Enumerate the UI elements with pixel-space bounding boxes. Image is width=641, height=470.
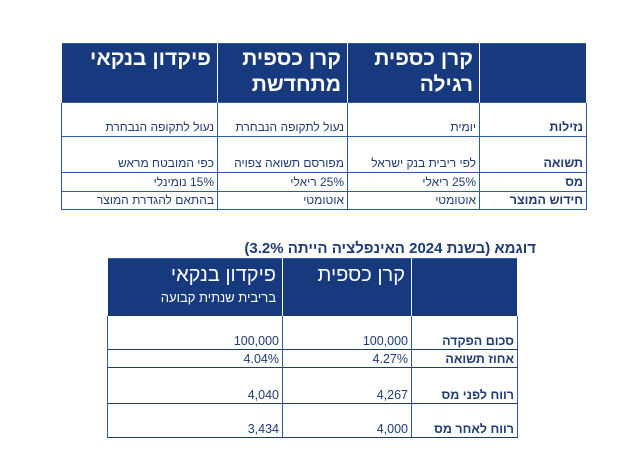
header-empty — [411, 258, 518, 316]
money-fund-value: 4,000 — [282, 403, 412, 438]
cell: 25% ריאלי — [347, 172, 480, 192]
row-label: חידוש המוצר — [479, 191, 587, 210]
cell: יומית — [347, 102, 480, 137]
comparison-table: קרן כספית רגילה קרן כספית מתחדשת פיקדון … — [61, 43, 587, 210]
table-row-return: תשואה לפי ריבית בנק ישראל מפורסם תשואה צ… — [61, 136, 587, 173]
row-label: רווח לפני מס — [411, 367, 518, 404]
cell: נעול לתקופה הנבחרת — [217, 102, 348, 137]
table-row-tax: מס 25% ריאלי 25% ריאלי 15% נומינלי — [61, 172, 587, 192]
example-title: דוגמא (בשנת 2024 האינפלציה הייתה 3.2%) — [244, 240, 536, 257]
header-money-fund: קרן כספית — [282, 258, 412, 316]
table-row-renewal: חידוש המוצר אוטומטי אוטומטי בהתאם להגדרת… — [61, 191, 587, 210]
bank-deposit-value: 100,000 — [107, 315, 283, 350]
table-row-deposit-amount: סכום הפקדה 100,000 100,000 — [107, 315, 518, 350]
row-label: סכום הפקדה — [411, 315, 518, 350]
header-regular-money-fund: קרן כספית רגילה — [347, 43, 480, 103]
header-empty — [479, 43, 587, 103]
cell: בהתאם להגדרת המוצר — [61, 191, 218, 210]
header-bank-deposit: פיקדון בנקאי בריבית שנתית קבועה — [107, 258, 283, 316]
example-table-header: קרן כספית פיקדון בנקאי בריבית שנתית קבוע… — [107, 258, 518, 316]
header-bank-deposit-title: פיקדון בנקאי — [170, 264, 276, 286]
row-label: אחוז תשואה — [411, 349, 518, 368]
cell: מפורסם תשואה צפויה — [217, 136, 348, 173]
header-renewing-money-fund: קרן כספית מתחדשת — [217, 43, 348, 103]
row-label: רווח לאחר מס — [411, 403, 518, 438]
cell: אוטומטי — [217, 191, 348, 210]
example-table: קרן כספית פיקדון בנקאי בריבית שנתית קבוע… — [107, 258, 518, 438]
table-row-return-percent: אחוז תשואה 4.27% 4.04% — [107, 349, 518, 368]
cell: נעול לתקופה הנבחרת — [61, 102, 218, 137]
header-bank-deposit: פיקדון בנקאי — [61, 43, 218, 103]
money-fund-value: 100,000 — [282, 315, 412, 350]
cell: 25% ריאלי — [217, 172, 348, 192]
bank-deposit-value: 3,434 — [107, 403, 283, 438]
table-row-profit-before-tax: רווח לפני מס 4,267 4,040 — [107, 367, 518, 404]
comparison-table-header: קרן כספית רגילה קרן כספית מתחדשת פיקדון … — [61, 43, 587, 103]
money-fund-value: 4,267 — [282, 367, 412, 404]
header-bank-deposit-subtitle: בריבית שנתית קבועה — [160, 290, 276, 305]
money-fund-value: 4.27% — [282, 349, 412, 368]
cell: אוטומטי — [347, 191, 480, 210]
bank-deposit-value: 4.04% — [107, 349, 283, 368]
bank-deposit-value: 4,040 — [107, 367, 283, 404]
cell: כפי המובטח מראש — [61, 136, 218, 173]
table-row-profit-after-tax: רווח לאחר מס 4,000 3,434 — [107, 403, 518, 438]
row-label: נזילות — [479, 102, 587, 137]
table-row-liquidity: נזילות יומית נעול לתקופה הנבחרת נעול לתק… — [61, 102, 587, 137]
row-label: מס — [479, 172, 587, 192]
row-label: תשואה — [479, 136, 587, 173]
cell: לפי ריבית בנק ישראל — [347, 136, 480, 173]
cell: 15% נומינלי — [61, 172, 218, 192]
